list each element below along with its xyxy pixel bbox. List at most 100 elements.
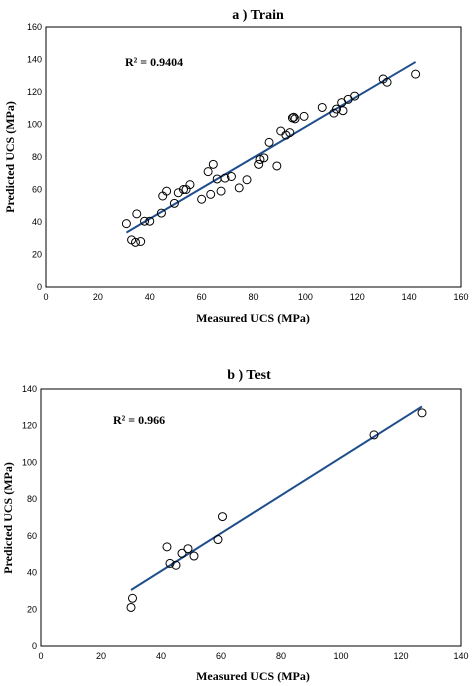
y-tick-label: 40 bbox=[32, 217, 42, 227]
x-tick-label: 40 bbox=[145, 292, 155, 302]
y-tick-label: 140 bbox=[22, 384, 37, 394]
data-point bbox=[338, 106, 348, 116]
y-tick-label: 80 bbox=[32, 152, 42, 162]
x-tick-label: 100 bbox=[333, 651, 348, 661]
x-tick-label: 140 bbox=[453, 651, 468, 661]
data-point bbox=[332, 104, 341, 114]
data-point bbox=[136, 237, 146, 246]
x-tick-label: 20 bbox=[93, 292, 103, 302]
x-tick-label: 140 bbox=[402, 292, 417, 302]
regression-line bbox=[130, 405, 423, 591]
x-tick-label: 40 bbox=[156, 651, 166, 661]
data-point bbox=[183, 544, 193, 554]
y-tick-label: 40 bbox=[27, 568, 37, 578]
data-point bbox=[317, 102, 327, 112]
data-points bbox=[121, 69, 421, 247]
data-point bbox=[213, 535, 223, 545]
data-point bbox=[128, 593, 137, 603]
data-point bbox=[220, 173, 230, 183]
y-axis-label: Predicted UCS (MPa) bbox=[3, 101, 17, 213]
data-point bbox=[156, 208, 166, 218]
plot-area bbox=[40, 388, 462, 647]
data-point bbox=[197, 194, 207, 204]
y-tick-label: 120 bbox=[27, 87, 42, 97]
x-tick-label: 80 bbox=[248, 292, 258, 302]
data-point bbox=[169, 198, 179, 208]
data-point bbox=[272, 161, 282, 171]
x-tick-label: 60 bbox=[216, 651, 226, 661]
data-point bbox=[289, 112, 299, 122]
data-point bbox=[350, 91, 360, 101]
r-squared-annotation: R² = 0.9404 bbox=[125, 55, 183, 69]
data-point bbox=[242, 175, 252, 185]
data-point bbox=[140, 216, 150, 226]
data-point bbox=[189, 551, 199, 561]
y-tick-label: 140 bbox=[27, 55, 42, 65]
data-point bbox=[178, 185, 188, 194]
data-point bbox=[259, 153, 269, 163]
y-tick-label: 160 bbox=[27, 22, 42, 32]
chart-title: b ) Test bbox=[227, 368, 271, 383]
data-point bbox=[162, 542, 172, 552]
x-tick-label: 100 bbox=[298, 292, 313, 302]
y-tick-label: 60 bbox=[27, 531, 37, 541]
x-tick-label: 60 bbox=[197, 292, 207, 302]
y-tick-label: 0 bbox=[37, 282, 42, 292]
data-point bbox=[185, 180, 195, 190]
x-tick-labels: 0 20 40 60 80 100 120 140 bbox=[38, 651, 468, 661]
train-chart: a ) Train 0 20 40 60 80 100 120 140 160 0 20 40 60 8… bbox=[3, 8, 469, 325]
x-tick-label: 120 bbox=[350, 292, 365, 302]
data-point bbox=[254, 159, 264, 169]
x-axis-label: Measured UCS (MPa) bbox=[196, 311, 310, 325]
data-point bbox=[203, 167, 213, 177]
y-tick-label: 20 bbox=[32, 250, 42, 260]
y-tick-label: 60 bbox=[32, 185, 42, 195]
data-point bbox=[411, 69, 421, 79]
x-tick-label: 0 bbox=[43, 292, 48, 302]
y-tick-label: 0 bbox=[32, 641, 37, 651]
data-point bbox=[369, 430, 379, 440]
y-tick-label: 100 bbox=[27, 120, 42, 130]
y-tick-label: 100 bbox=[22, 457, 37, 467]
data-point bbox=[290, 114, 300, 124]
data-point bbox=[132, 209, 142, 219]
y-tick-labels: 0 20 40 60 80 100 120 140 bbox=[22, 384, 37, 651]
x-tick-label: 80 bbox=[276, 651, 286, 661]
y-axis-label: Predicted UCS (MPa) bbox=[1, 462, 15, 574]
data-point bbox=[177, 548, 187, 558]
y-tick-labels: 0 20 40 60 80 100 120 140 160 bbox=[27, 22, 42, 292]
data-point bbox=[255, 154, 265, 164]
data-point bbox=[264, 137, 274, 147]
y-tick-label: 120 bbox=[22, 421, 37, 431]
chart-title: a ) Train bbox=[232, 8, 284, 23]
x-axis-label: Measured UCS (MPa) bbox=[196, 669, 310, 683]
x-tick-label: 160 bbox=[453, 292, 468, 302]
y-tick-label: 80 bbox=[27, 494, 37, 504]
data-point bbox=[121, 219, 131, 229]
data-point bbox=[208, 159, 218, 169]
data-point bbox=[165, 558, 175, 568]
data-point bbox=[382, 77, 392, 87]
x-tick-label: 120 bbox=[393, 651, 408, 661]
y-tick-label: 20 bbox=[27, 604, 37, 614]
r-squared-annotation: R² = 0.966 bbox=[113, 413, 165, 427]
data-point bbox=[206, 189, 216, 199]
data-point bbox=[218, 512, 227, 522]
data-point bbox=[417, 408, 427, 418]
data-points bbox=[126, 408, 427, 612]
data-point bbox=[145, 216, 155, 226]
data-point bbox=[162, 186, 172, 196]
x-tick-labels: 0 20 40 60 80 100 120 140 160 bbox=[43, 292, 468, 302]
data-point bbox=[285, 128, 295, 138]
data-point bbox=[173, 188, 183, 198]
data-point bbox=[299, 111, 309, 121]
data-point bbox=[234, 183, 244, 193]
data-point bbox=[226, 172, 236, 181]
data-point bbox=[126, 602, 136, 612]
data-point bbox=[130, 237, 140, 247]
data-point bbox=[216, 186, 226, 196]
test-chart: b ) Test 0 20 40 60 80 100 120 140 0 20 40 60 80 100… bbox=[1, 368, 469, 683]
x-tick-label: 20 bbox=[96, 651, 106, 661]
data-point bbox=[171, 560, 181, 570]
